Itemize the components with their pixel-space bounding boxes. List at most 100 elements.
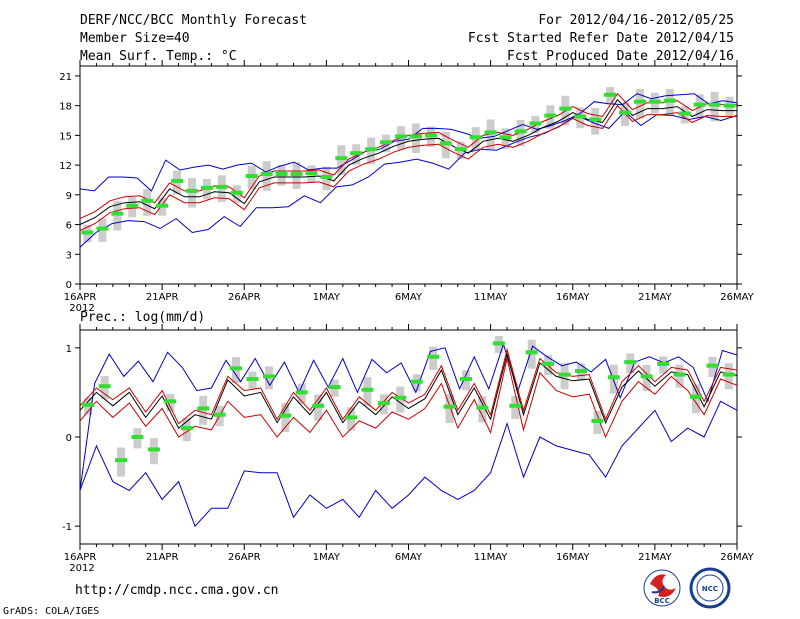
ncc-logo-text: NCC bbox=[702, 585, 718, 593]
temp-median-mark bbox=[619, 110, 632, 115]
temp-median-mark bbox=[395, 134, 408, 139]
temp-median-mark bbox=[663, 98, 676, 103]
prec-x-tick-label: 16MAY bbox=[556, 552, 590, 563]
prec-median-mark bbox=[689, 394, 702, 399]
prec-median-mark bbox=[115, 458, 128, 463]
temp-median-mark bbox=[529, 121, 542, 126]
temp-series-mean bbox=[79, 98, 737, 225]
temp-median-mark bbox=[409, 134, 422, 139]
temp-median-mark bbox=[305, 171, 318, 176]
temp-median-mark bbox=[335, 156, 348, 161]
prec-x-tick-label: 21MAY bbox=[638, 552, 672, 563]
temp-median-mark bbox=[424, 133, 437, 138]
temp-median-mark bbox=[365, 147, 378, 152]
temp-median-mark bbox=[648, 99, 661, 104]
temp-median-mark bbox=[290, 172, 303, 177]
prec-x-tick-label: 11MAY bbox=[474, 552, 508, 563]
temp-median-mark bbox=[275, 172, 288, 177]
temp-x-tick-label: 16APR bbox=[64, 292, 97, 303]
temp-median-mark bbox=[320, 174, 333, 179]
prec-median-mark bbox=[312, 403, 325, 408]
prec-x-tick-label: 26APR bbox=[228, 552, 261, 563]
temp-x-tick-label: 26MAY bbox=[720, 292, 754, 303]
prec-median-mark bbox=[262, 374, 275, 379]
prec-median-mark bbox=[624, 360, 637, 365]
bcc-logo: BCC bbox=[643, 569, 681, 607]
prec-x-tick-label: 21APR bbox=[146, 552, 179, 563]
prec-median-mark bbox=[574, 369, 587, 374]
temp-x-year-label: 2012 bbox=[69, 303, 94, 314]
temp-median-mark bbox=[633, 99, 646, 104]
prec-x-tick-label: 1MAY bbox=[313, 552, 341, 563]
temp-x-tick-label: 1MAY bbox=[313, 292, 341, 303]
prec-x-tick-label: 26MAY bbox=[720, 552, 754, 563]
chart-title: DERF/NCC/BCC Monthly Forecast bbox=[80, 13, 307, 28]
temp-median-mark bbox=[81, 230, 94, 235]
prec-median-mark bbox=[164, 399, 177, 404]
temp-y-tick-label: 0 bbox=[66, 280, 72, 291]
temp-median-mark bbox=[141, 198, 154, 203]
prec-median-mark bbox=[427, 354, 440, 359]
prec-median-mark bbox=[706, 363, 719, 368]
prec-median-mark bbox=[295, 390, 308, 395]
temp-median-mark bbox=[604, 92, 617, 97]
temp-median-mark bbox=[678, 111, 691, 116]
temp-median-mark bbox=[589, 117, 602, 122]
prec-median-mark bbox=[722, 372, 735, 377]
prec-median-mark bbox=[230, 366, 243, 371]
temp-x-tick-label: 21MAY bbox=[638, 292, 672, 303]
prec-median-mark bbox=[377, 401, 390, 406]
forecast-period: For 2012/04/16-2012/05/25 bbox=[538, 13, 734, 28]
temp-x-tick-label: 11MAY bbox=[474, 292, 508, 303]
prec-median-mark bbox=[394, 395, 407, 400]
variable-label: Mean Surf. Temp.: °C bbox=[80, 49, 237, 64]
prec-median-mark bbox=[525, 350, 538, 355]
temp-median-mark bbox=[260, 172, 273, 177]
temp-median-mark bbox=[215, 184, 228, 189]
temp-median-mark bbox=[96, 226, 109, 231]
prec-median-mark bbox=[558, 372, 571, 377]
source-url[interactable]: http://cmdp.ncc.cma.gov.cn bbox=[75, 583, 279, 598]
temp-median-mark bbox=[514, 129, 527, 134]
temp-y-tick-label: 3 bbox=[66, 250, 72, 261]
temp-median-mark bbox=[484, 130, 497, 135]
temp-median-mark bbox=[200, 185, 213, 190]
temp-median-mark bbox=[126, 203, 139, 208]
prec-median-mark bbox=[180, 426, 193, 431]
ncc-logo: NCC bbox=[689, 567, 731, 609]
temp-x-tick-label: 16MAY bbox=[556, 292, 590, 303]
temp-x-tick-label: 21APR bbox=[146, 292, 179, 303]
temp-median-mark bbox=[230, 190, 243, 195]
prec-median-mark bbox=[197, 406, 210, 411]
temp-median-mark bbox=[499, 135, 512, 140]
temp-median-mark bbox=[185, 188, 198, 193]
prec-y-tick-label: 0 bbox=[66, 433, 72, 444]
temp-median-mark bbox=[111, 211, 124, 216]
prec-median-mark bbox=[476, 405, 489, 410]
prec-median-mark bbox=[657, 361, 670, 366]
precip-panel-title: Prec.: log(mm/d) bbox=[80, 310, 206, 325]
temp-median-mark bbox=[245, 173, 258, 178]
prec-median-mark bbox=[131, 435, 144, 439]
prec-median-mark bbox=[361, 387, 374, 392]
temp-median-mark bbox=[469, 135, 482, 140]
prec-median-mark bbox=[213, 412, 226, 417]
bcc-logo-text: BCC bbox=[654, 597, 670, 605]
prec-series-min bbox=[79, 400, 738, 528]
prec-series-lower bbox=[79, 358, 738, 439]
temp-median-mark bbox=[723, 103, 736, 108]
temp-y-tick-label: 9 bbox=[66, 191, 72, 202]
temp-median-mark bbox=[454, 147, 467, 152]
prec-median-mark bbox=[591, 418, 604, 423]
temp-series-lower bbox=[79, 104, 737, 231]
prec-series-max bbox=[79, 342, 738, 491]
prec-series-upper bbox=[79, 347, 738, 425]
prec-y-tick-label: 1 bbox=[66, 344, 72, 355]
temp-series-max bbox=[79, 93, 738, 192]
prec-median-mark bbox=[410, 379, 423, 384]
prec-series-mean bbox=[79, 352, 738, 429]
prec-median-mark bbox=[673, 372, 686, 377]
prec-x-year-label: 2012 bbox=[69, 563, 94, 574]
temp-median-mark bbox=[559, 106, 572, 111]
temperature-panel: 0 3 6 9 12 15 18 21 16APR 21APR 26APR 1MAY 6MAY 11MAY… bbox=[59, 60, 755, 314]
